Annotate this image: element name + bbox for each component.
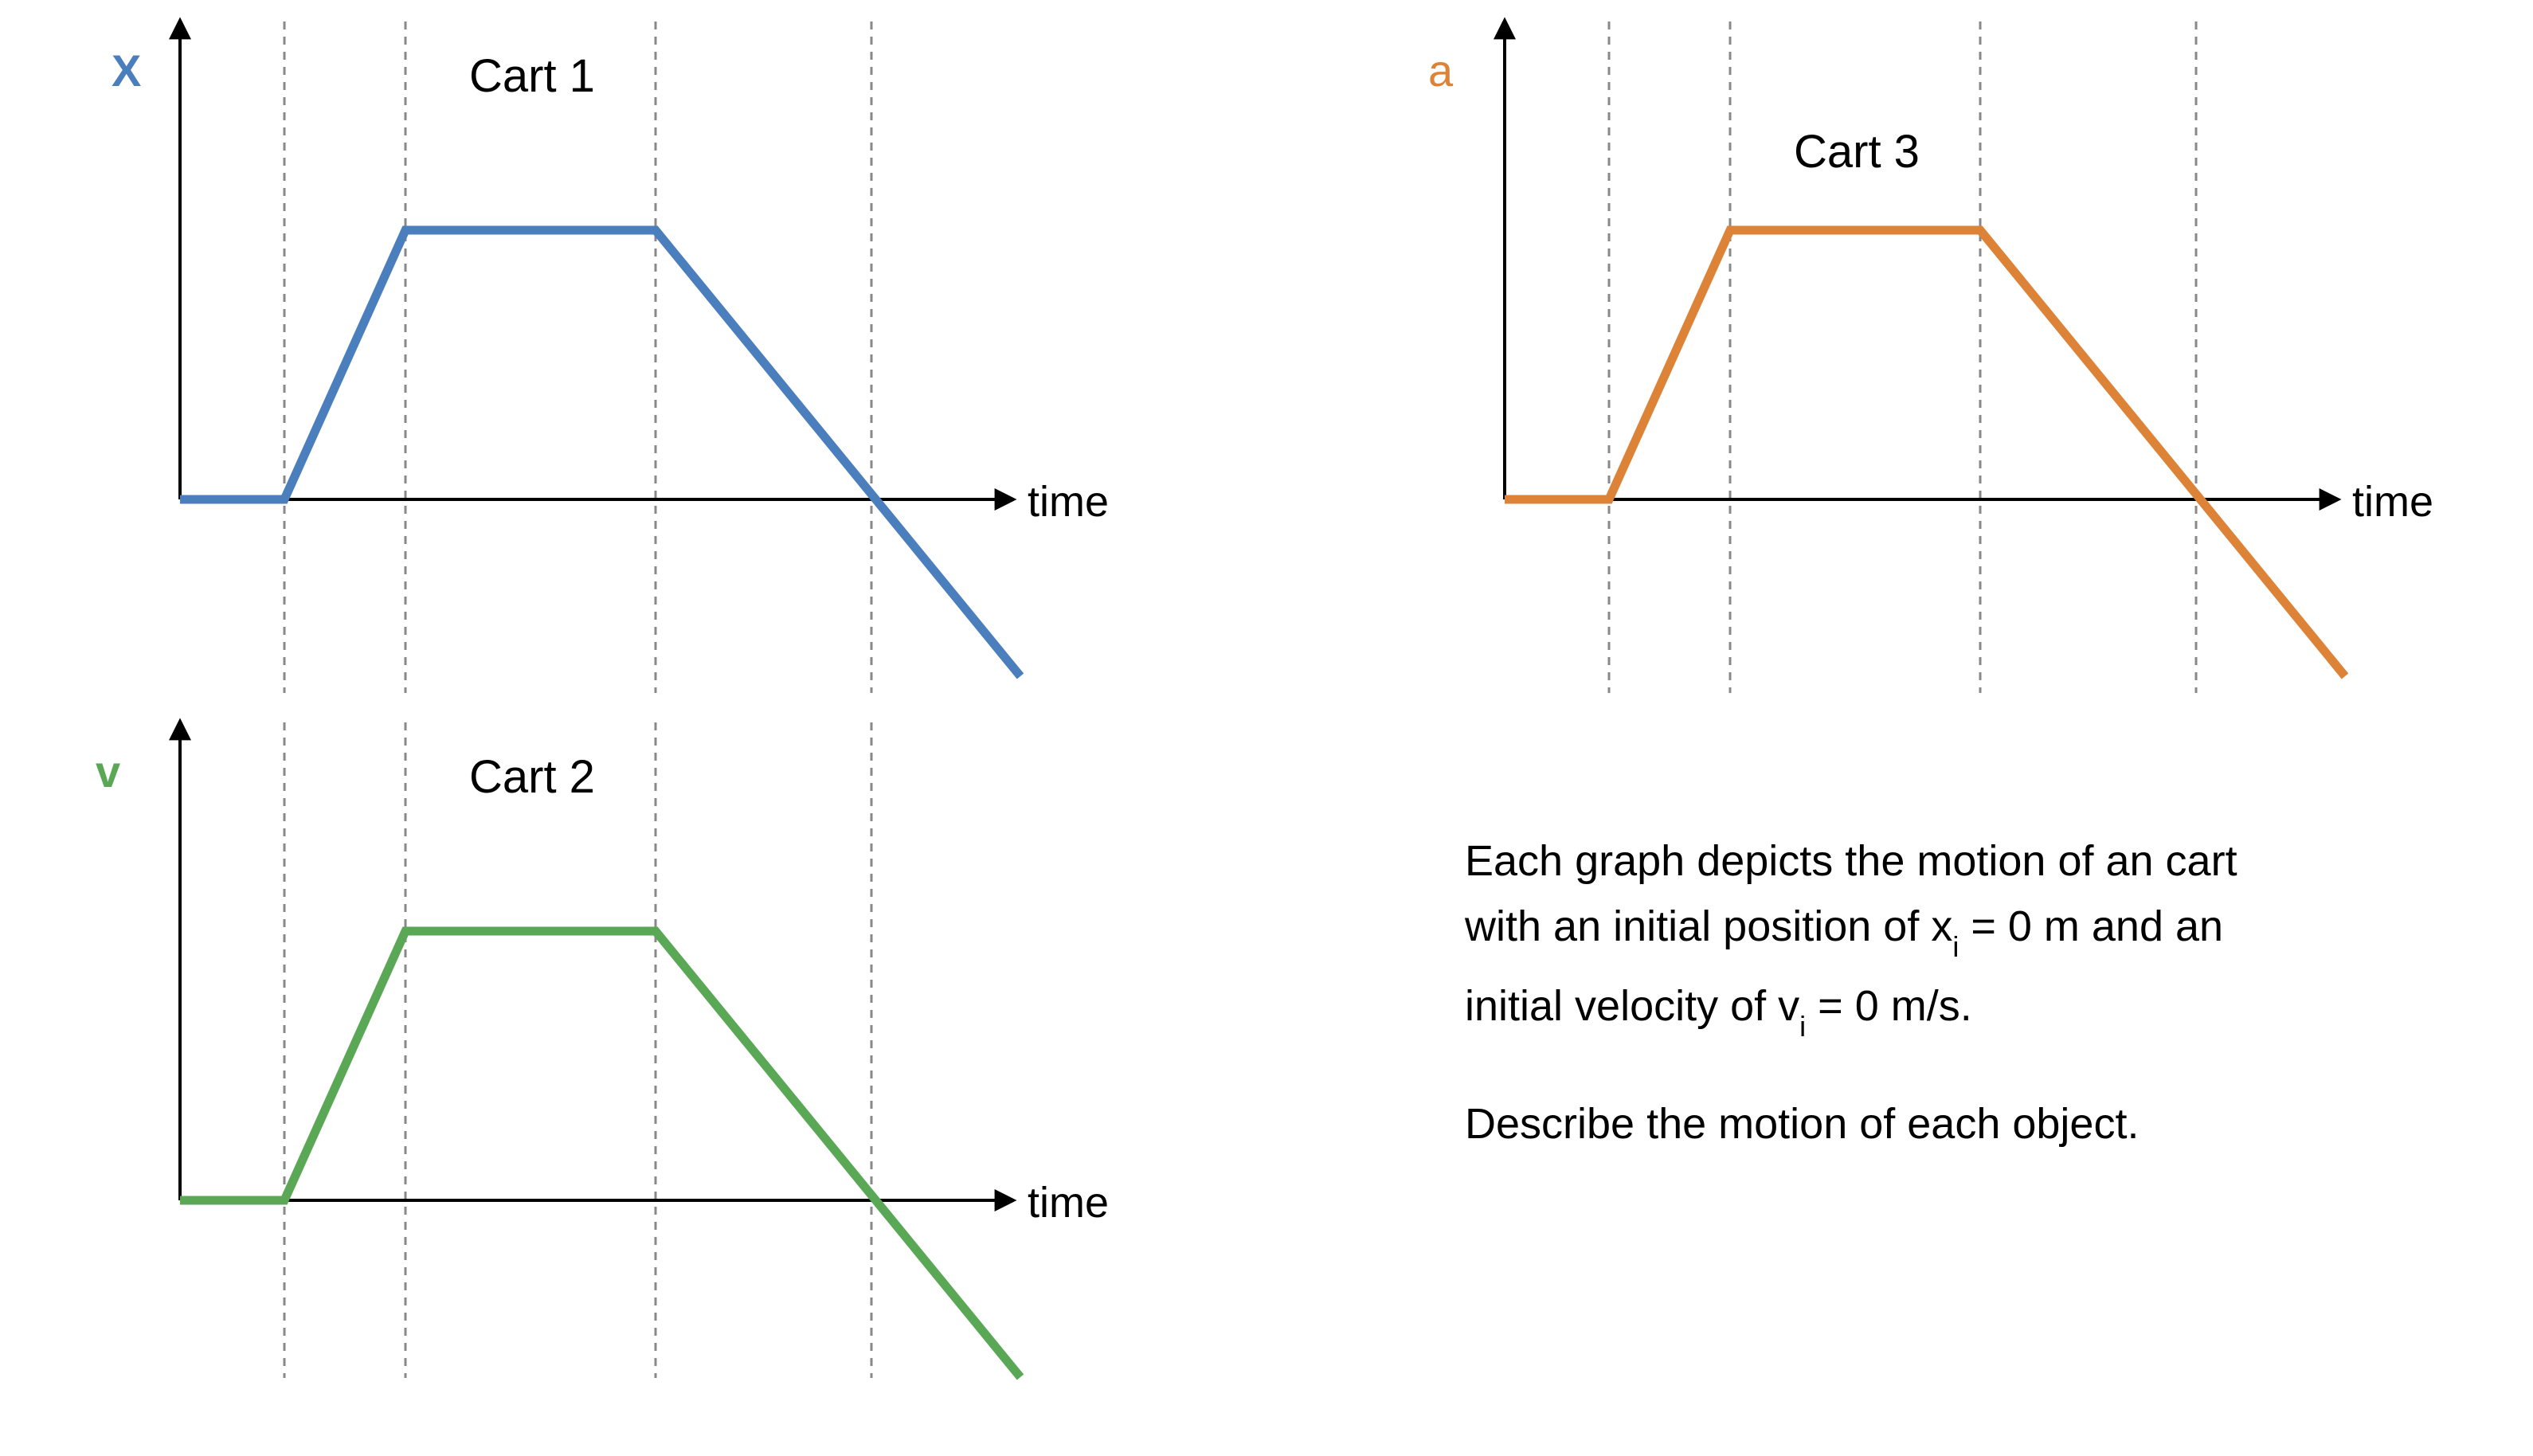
svg-text:time: time (2352, 478, 2433, 526)
svg-text:a: a (1428, 45, 1454, 96)
svg-text:time: time (1028, 1179, 1109, 1227)
svg-text:v: v (96, 746, 120, 796)
svg-text:X: X (112, 45, 141, 96)
svg-text:Cart 2: Cart 2 (469, 751, 595, 803)
svg-text:time: time (1028, 478, 1109, 526)
svg-text:Cart 1: Cart 1 (469, 50, 595, 102)
svg-text:Cart 3: Cart 3 (1794, 126, 1920, 178)
